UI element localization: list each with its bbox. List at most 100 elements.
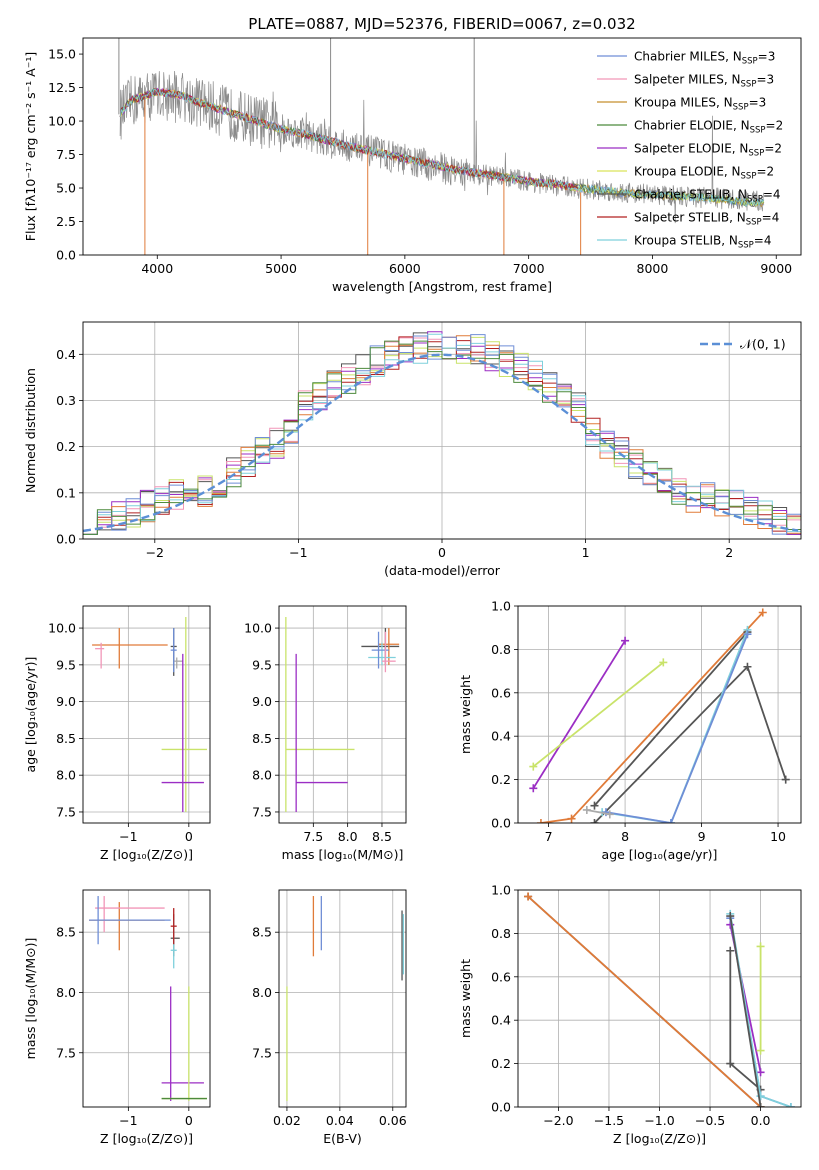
legend-entry: Chabrier ELODIE, NSSP=2 — [634, 119, 783, 136]
errorbar-point — [161, 986, 207, 1101]
legend-suffix: =4 — [754, 234, 772, 248]
series-marker — [590, 801, 599, 810]
series-marker — [743, 630, 752, 639]
gaussian-curve — [83, 353, 799, 533]
x-tick-label: 0.0 — [751, 1113, 771, 1128]
x-tick-label: −1 — [289, 545, 307, 560]
errorbar-point — [89, 902, 165, 951]
chart-mass-vs-Z: −1 0 7.5 8.0 8.5 Z [log₁₀(Z/Z⊙)] mass [log₁₀(M… — [23, 889, 211, 1146]
errorbar-point — [173, 657, 183, 669]
x-tick-label: 6000 — [389, 261, 421, 276]
errorbar-point — [92, 628, 168, 669]
y-tick-label: 7.5 — [56, 147, 76, 162]
spectrum-data-line — [119, 70, 765, 224]
x-tick-label: −2 — [146, 545, 164, 560]
legend-subscript: SSP — [746, 218, 762, 228]
y-tick-label: 7.5 — [252, 804, 272, 819]
y-tick-label: 0.6 — [491, 969, 511, 984]
y-axis-label: mass weight — [458, 675, 473, 754]
x-tick-label: 7.5 — [303, 829, 323, 844]
x-tick-label: −1.5 — [594, 1113, 624, 1128]
y-tick-label: 0.2 — [491, 1056, 511, 1071]
series-line — [527, 895, 762, 1107]
y-axis-label: Normed distribution — [23, 368, 38, 493]
y-tick-label: 0.4 — [56, 347, 76, 362]
y-tick-label: 10.0 — [48, 114, 76, 129]
legend-suffix: =2 — [766, 119, 784, 133]
y-tick-label: 0.0 — [56, 532, 76, 547]
plot-frame — [278, 605, 407, 824]
series-marker — [621, 636, 630, 645]
errorbar-point — [89, 896, 171, 945]
series-marker — [758, 608, 767, 617]
legend-suffix: =3 — [758, 50, 776, 64]
x-tick-label: −0.5 — [695, 1113, 725, 1128]
y-tick-label: 0.8 — [491, 926, 511, 941]
x-tick-label: 7 — [545, 829, 553, 844]
legend-subscript: SSP — [733, 103, 749, 113]
plot-area — [92, 617, 207, 812]
y-tick-label: 0.0 — [56, 248, 76, 263]
histogram-step — [83, 340, 801, 535]
series-marker — [756, 1068, 765, 1077]
x-tick-label: 8.5 — [372, 829, 392, 844]
errorbar-point — [170, 628, 177, 673]
series-marker — [582, 805, 591, 814]
chart-massweight-vs-Z: −2.0 −1.5 −1.0 −0.5 0.0 0.0 0.2 0.4 0.6 0.8 1.0 Z [… — [458, 883, 802, 1146]
legend-suffix: =2 — [764, 142, 782, 156]
plot-frame — [278, 889, 407, 1108]
x-axis-label: E(B-V) — [323, 1131, 362, 1146]
series-marker — [743, 662, 752, 671]
y-tick-label: 0.6 — [491, 685, 511, 700]
series-line — [729, 915, 762, 1107]
y-tick-label: 9.5 — [56, 657, 76, 672]
errorbar-point — [371, 631, 389, 669]
y-tick-label: 7.5 — [56, 1045, 76, 1060]
plot-frame — [517, 605, 802, 824]
series-line — [593, 631, 749, 807]
chart-spectrum: Chabrier MILES, NSSP=3 Salpeter MILES, NS… — [23, 15, 802, 294]
x-tick-label: 4000 — [141, 261, 173, 276]
y-tick-label: 0.8 — [491, 642, 511, 657]
legend-suffix: =3 — [749, 96, 767, 110]
spectrum-model-line — [119, 88, 765, 207]
y-axis-label: mass [log₁₀(M/M⊙)] — [23, 938, 38, 1060]
chart-age-vs-mass: 7.5 8.0 8.5 7.5 8.0 8.5 9.0 9.5 10.0 mass [log₁₀(… — [244, 605, 407, 862]
x-tick-label: 0.06 — [379, 1113, 407, 1128]
y-tick-label: 0.3 — [56, 393, 76, 408]
plot-frame — [82, 889, 211, 1108]
x-tick-label: 9 — [698, 829, 706, 844]
legend-entry: 𝒩(0, 1) — [740, 337, 786, 352]
legend-suffix: =2 — [756, 165, 774, 179]
plot-area — [118, 38, 765, 255]
legend-subscript: SSP — [747, 195, 763, 205]
x-tick-label: 8 — [621, 829, 629, 844]
series-marker — [567, 814, 576, 823]
legend-subscript: SSP — [738, 241, 754, 251]
chart-mass-vs-EBV: 0.02 0.04 0.06 7.5 8.0 8.5 E(B-V) — [252, 889, 407, 1146]
x-tick-label: 0.04 — [326, 1113, 354, 1128]
series-marker — [726, 1059, 735, 1068]
spectrum-model-line — [119, 88, 579, 190]
series-marker — [756, 1046, 765, 1055]
x-tick-label: 8000 — [637, 261, 669, 276]
series-marker — [756, 1103, 765, 1107]
errorbar-point — [381, 631, 396, 673]
y-axis-label: age [log₁₀(age/yr)] — [23, 657, 38, 773]
plot-area — [286, 896, 405, 1101]
errorbar-point — [95, 642, 105, 669]
legend-subscript: SSP — [748, 149, 764, 159]
x-tick-label: 2 — [725, 545, 733, 560]
series-marker — [726, 946, 735, 955]
y-tick-label: 1.0 — [491, 599, 511, 614]
plot-area — [89, 896, 207, 1101]
x-tick-label: 7000 — [513, 261, 545, 276]
series-line — [532, 661, 664, 768]
errorbar-point — [161, 653, 204, 812]
legend-suffix: =3 — [756, 73, 774, 87]
legend-entry: Kroupa STELIB, NSSP=4 — [634, 234, 772, 251]
y-tick-label: 8.0 — [252, 768, 272, 783]
x-tick-label: −2.0 — [543, 1113, 573, 1128]
x-tick-label: 0 — [438, 545, 446, 560]
y-tick-label: 8.5 — [252, 925, 272, 940]
